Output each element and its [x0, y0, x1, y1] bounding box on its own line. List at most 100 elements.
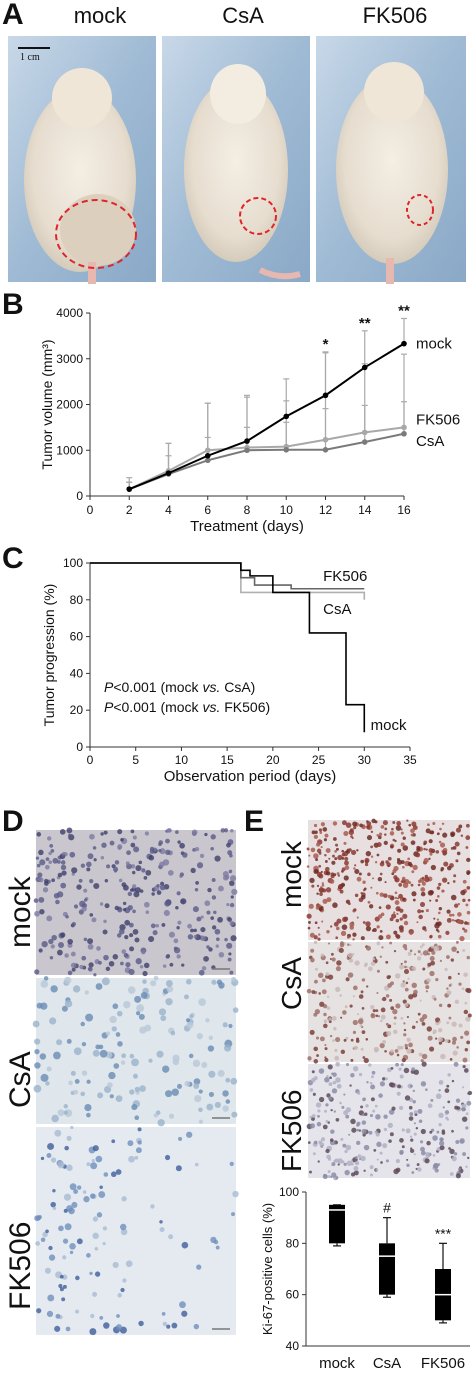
cell-nucleus [114, 860, 120, 865]
stained-cell [465, 1126, 469, 1130]
cell-nucleus [90, 1162, 98, 1170]
stained-cell [466, 885, 471, 890]
cell-nucleus [208, 947, 213, 952]
stained-cell [311, 1114, 316, 1118]
stained-cell [362, 1133, 366, 1137]
stained-cell [464, 921, 468, 925]
cell-nucleus [222, 875, 229, 881]
stained-cell [332, 821, 338, 826]
stained-cell [318, 873, 324, 879]
stained-cell [317, 1160, 320, 1163]
cell-nucleus [148, 1058, 153, 1063]
cell-nucleus [60, 864, 67, 871]
cell-nucleus [99, 1185, 103, 1189]
cell-nucleus [140, 991, 148, 999]
stained-cell [357, 1018, 364, 1025]
cell-nucleus [54, 1129, 62, 1137]
stained-cell [343, 1110, 349, 1116]
stained-cell [392, 820, 396, 824]
stained-cell [331, 1162, 336, 1167]
cell-nucleus [36, 1002, 43, 1009]
significance-marker: # [383, 1200, 391, 1216]
cell-nucleus [150, 1204, 155, 1209]
cell-nucleus [60, 932, 66, 938]
stained-cell [380, 1019, 383, 1023]
stained-cell [463, 972, 468, 977]
stained-cell [383, 840, 388, 845]
stained-cell [413, 1122, 416, 1125]
stained-cell [320, 846, 323, 849]
series-label-mock: mock [371, 717, 407, 734]
stained-cell [423, 842, 426, 846]
cell-nucleus [85, 1013, 94, 1022]
stained-cell [397, 848, 402, 853]
cell-nucleus [76, 1238, 83, 1245]
cell-nucleus [55, 899, 60, 905]
stained-cell [336, 1083, 342, 1089]
stained-cell [435, 928, 439, 932]
stained-cell [315, 967, 318, 971]
stained-cell [413, 953, 417, 956]
stained-cell [324, 1057, 329, 1063]
series-line-CsA [128, 432, 405, 491]
stained-cell [327, 1170, 331, 1174]
cell-nucleus [62, 1255, 67, 1260]
stained-cell [404, 1002, 409, 1007]
stained-cell [385, 1022, 389, 1026]
x-axis-label: Observation period (days) [164, 768, 337, 785]
stained-cell [427, 1103, 433, 1109]
cell-nucleus [132, 909, 136, 914]
stained-cell [313, 1059, 319, 1064]
cell-nucleus [187, 923, 192, 929]
stained-cell [335, 926, 340, 931]
stained-cell [316, 892, 319, 895]
stained-cell [312, 1152, 316, 1156]
cell-nucleus [162, 964, 167, 968]
stained-cell [451, 1040, 456, 1045]
point-mock [244, 438, 250, 444]
stained-cell [450, 894, 457, 901]
stained-cell [465, 1016, 471, 1022]
cell-nucleus [162, 1065, 170, 1073]
stained-cell [356, 1123, 360, 1127]
cell-nucleus [112, 1003, 119, 1010]
stained-cell [373, 1148, 377, 1152]
stained-cell [452, 846, 457, 850]
stained-cell [332, 1072, 337, 1077]
cell-nucleus [50, 944, 55, 949]
cell-nucleus [57, 1109, 65, 1117]
stained-cell [451, 1129, 454, 1133]
survival-line-mock [90, 562, 366, 733]
stained-cell [441, 1131, 446, 1135]
cell-nucleus [199, 853, 205, 859]
cell-nucleus [39, 909, 45, 915]
cell-nucleus [45, 1081, 50, 1086]
stained-cell [446, 1084, 450, 1088]
stained-cell [387, 894, 392, 899]
cell-nucleus [120, 837, 124, 842]
stained-cell [378, 1093, 383, 1098]
cell-nucleus [198, 1119, 204, 1124]
stained-cell [350, 1038, 354, 1042]
y-tick-label: 4000 [56, 306, 83, 320]
stained-cell [375, 1014, 379, 1018]
stained-cell [345, 850, 349, 853]
stained-cell [380, 1007, 386, 1013]
stained-cell [461, 1116, 468, 1122]
stained-cell [358, 1129, 362, 1132]
stained-cell [382, 1040, 387, 1044]
stained-cell [433, 997, 437, 1001]
cell-nucleus [216, 937, 220, 942]
stained-cell [430, 864, 437, 871]
cell-nucleus [153, 975, 159, 981]
cell-nucleus [158, 1008, 167, 1016]
cell-nucleus [229, 1161, 234, 1167]
stained-cell [467, 1013, 472, 1018]
cell-nucleus [89, 1193, 96, 1199]
stained-cell [323, 1023, 328, 1029]
cell-nucleus [91, 1158, 95, 1163]
stained-cell [339, 889, 344, 894]
stained-cell [432, 1135, 438, 1141]
stained-cell [408, 823, 412, 827]
cell-nucleus [186, 1131, 193, 1138]
